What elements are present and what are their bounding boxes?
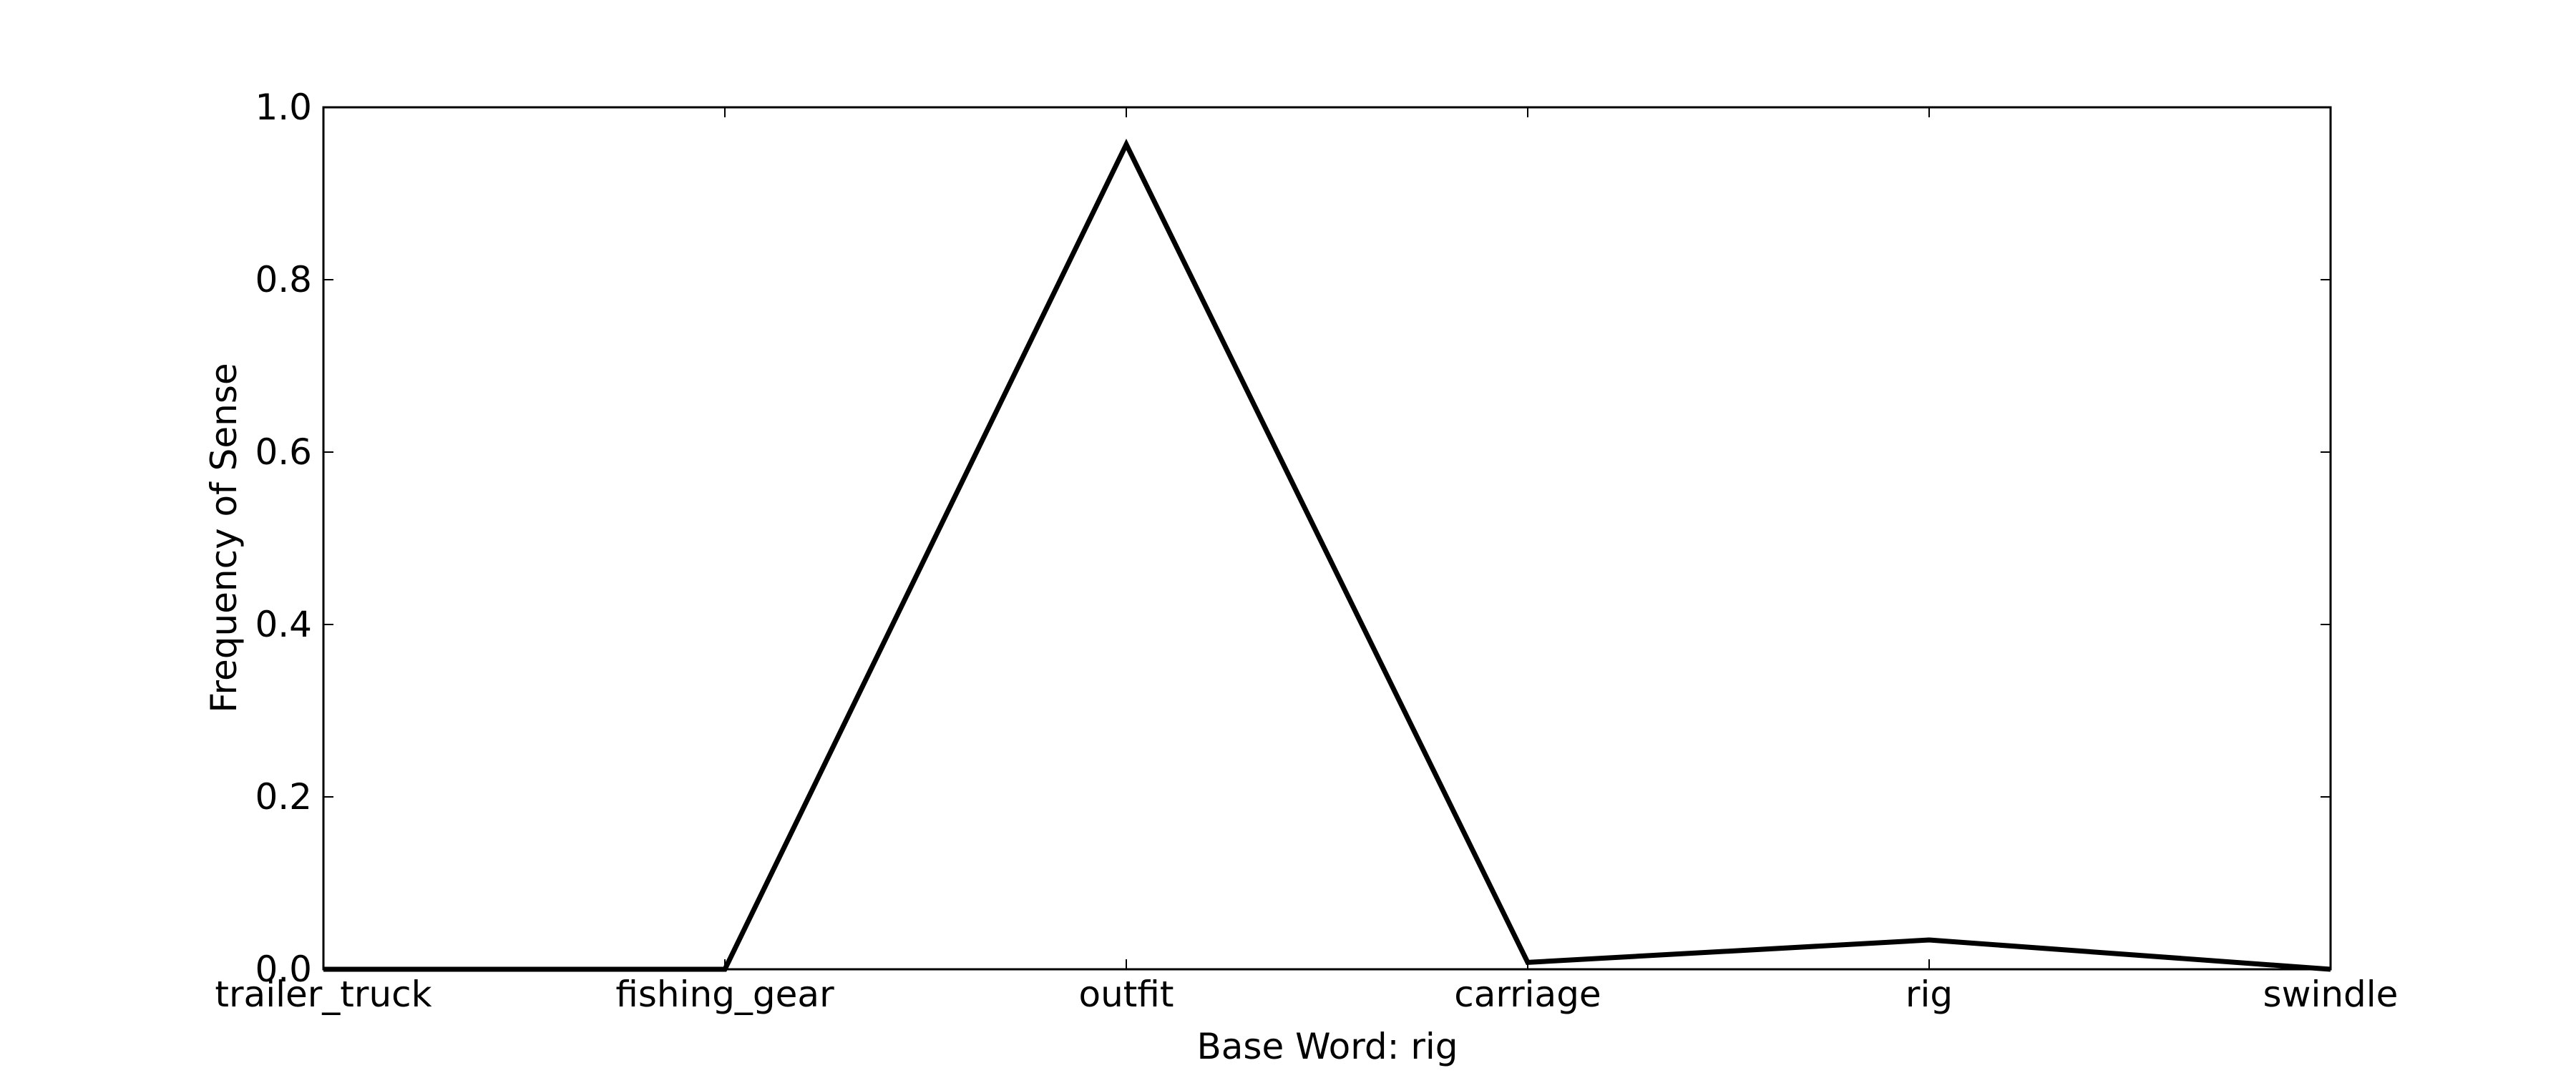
- x-ticks: [323, 107, 2331, 969]
- x-tick-label: carriage: [1454, 974, 1601, 1015]
- y-tick-label: 0.2: [255, 776, 312, 818]
- y-tick-label: 0.6: [255, 431, 312, 473]
- x-tick-labels: trailer_truck fishing_gear outfit carriage r…: [215, 974, 2398, 1015]
- x-axis-label: Base Word: rig: [1196, 1026, 1458, 1067]
- y-tick-label: 1.0: [255, 87, 312, 128]
- series-lines: [323, 138, 2331, 972]
- x-tick-label: fishing_gear: [615, 974, 834, 1015]
- x-tick-label: rig: [1906, 974, 1953, 1015]
- series-line: [323, 138, 2331, 972]
- x-tick-label: trailer_truck: [215, 974, 431, 1015]
- y-axis-label: Frequency of Sense: [203, 363, 245, 712]
- x-tick-label: outfit: [1079, 974, 1174, 1015]
- plot-frame: [322, 106, 2332, 971]
- y-tick-label: 0.8: [255, 259, 312, 300]
- y-tick-label: 0.0: [255, 949, 312, 990]
- x-tick-label: swindle: [2263, 974, 2399, 1015]
- y-ticks: [323, 107, 2331, 970]
- y-tick-label: 0.4: [255, 604, 312, 645]
- y-tick-labels: 0.0 0.2 0.4 0.6 0.8 1.0: [255, 87, 312, 990]
